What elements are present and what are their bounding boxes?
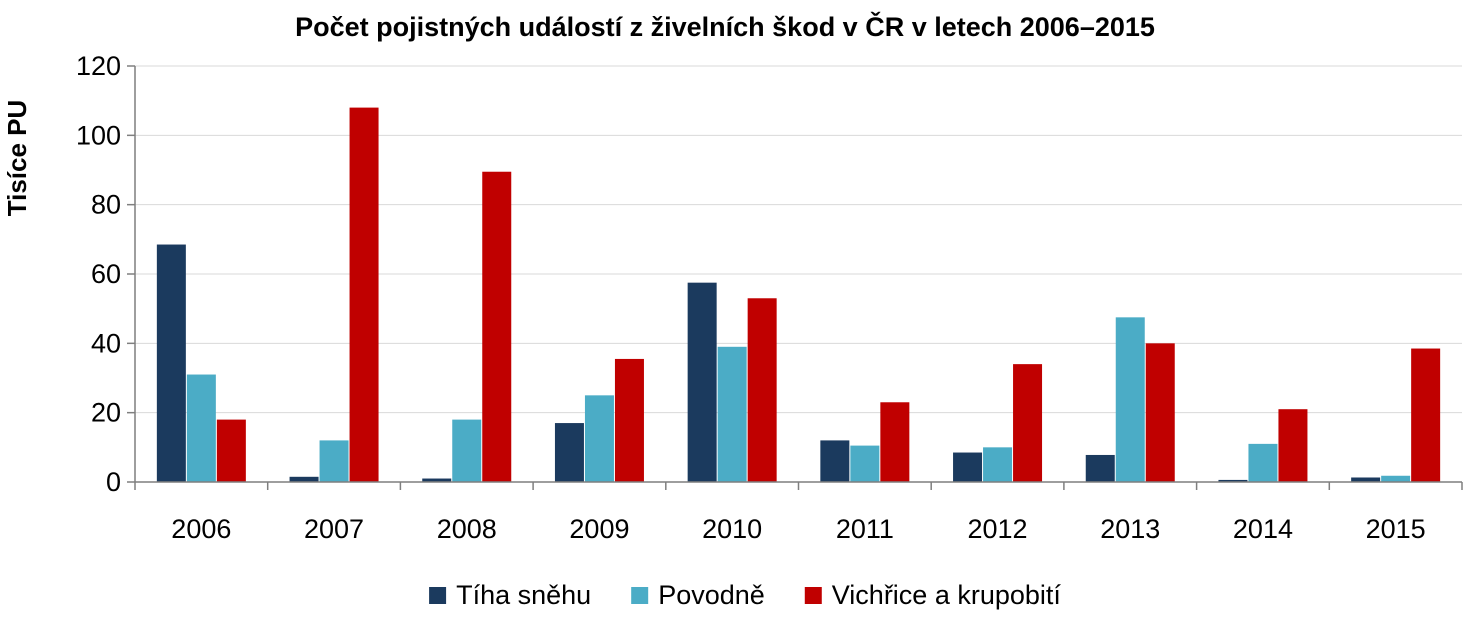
bar-2011-s0 (820, 440, 850, 482)
bar-2014-s2 (1278, 409, 1308, 482)
bar-2008-s0 (422, 478, 452, 482)
y-tick-label: 40 (91, 328, 121, 358)
bar-2011-s1 (850, 445, 880, 482)
bars (156, 107, 1441, 482)
y-tick-label: 120 (76, 51, 121, 81)
bar-2013-s2 (1145, 343, 1175, 482)
bar-2014-s1 (1248, 443, 1278, 482)
bar-2010-s0 (687, 282, 717, 482)
bar-2015-s2 (1411, 348, 1441, 482)
x-tick-label: 2008 (437, 514, 497, 544)
chart-title: Počet pojistných událostí z živelních šk… (295, 11, 1155, 42)
bar-2007-s2 (349, 107, 379, 482)
bar-2014-s0 (1218, 479, 1248, 482)
bar-2011-s2 (880, 402, 910, 482)
legend-item-1: Povodně (631, 580, 765, 610)
bar-2006-s2 (216, 419, 246, 482)
x-tick-label: 2013 (1100, 514, 1160, 544)
bar-2010-s1 (717, 346, 747, 482)
legend-label: Povodně (658, 580, 765, 610)
x-tick-label: 2007 (304, 514, 364, 544)
bar-2009-s2 (614, 358, 644, 482)
axes: 0 20 40 60 80 100 120 2006 2007 2008 2009 2010 2011 2… (76, 51, 1463, 544)
x-tick-label: 2015 (1366, 514, 1426, 544)
bar-2007-s0 (289, 476, 319, 482)
bar-2015-s1 (1381, 475, 1411, 482)
legend-swatch (804, 587, 822, 604)
bar-2006-s0 (156, 244, 186, 482)
grid-lines (135, 65, 1462, 414)
bar-2009-s1 (584, 395, 614, 482)
legend-label: Vichřice a krupobití (832, 580, 1062, 610)
bar-2013-s0 (1085, 454, 1115, 482)
y-tick-label: 60 (91, 259, 121, 289)
legend: Tíha sněhu Povodně Vichřice a krupobití (429, 580, 1061, 610)
y-tick-label: 0 (106, 467, 121, 497)
bar-2008-s1 (452, 419, 482, 482)
legend-label: Tíha sněhu (456, 580, 591, 610)
legend-item-0: Tíha sněhu (429, 580, 591, 610)
bar-2013-s1 (1115, 317, 1145, 482)
bar-2012-s0 (953, 452, 983, 482)
bar-2015-s0 (1351, 477, 1381, 482)
y-tick-label: 20 (91, 398, 121, 428)
bar-2007-s1 (319, 440, 349, 482)
y-tick-label: 100 (76, 120, 121, 150)
x-tick-label: 2011 (836, 514, 894, 544)
bar-2009-s0 (554, 423, 584, 482)
bar-2006-s1 (186, 374, 216, 482)
bar-2012-s1 (983, 447, 1013, 482)
x-tick-label: 2006 (171, 514, 231, 544)
y-axis-label: Tisíce PU (2, 100, 32, 217)
x-tick-label: 2010 (702, 514, 762, 544)
bar-2010-s2 (747, 298, 777, 482)
bar-2012-s2 (1013, 364, 1043, 482)
legend-swatch (429, 587, 447, 604)
bar-2008-s2 (482, 171, 512, 482)
x-tick-label: 2014 (1233, 514, 1293, 544)
y-tick-label: 80 (91, 190, 121, 220)
x-tick-label: 2012 (968, 514, 1028, 544)
x-tick-label: 2009 (569, 514, 629, 544)
legend-swatch (631, 587, 649, 604)
legend-item-2: Vichřice a krupobití (804, 580, 1062, 610)
